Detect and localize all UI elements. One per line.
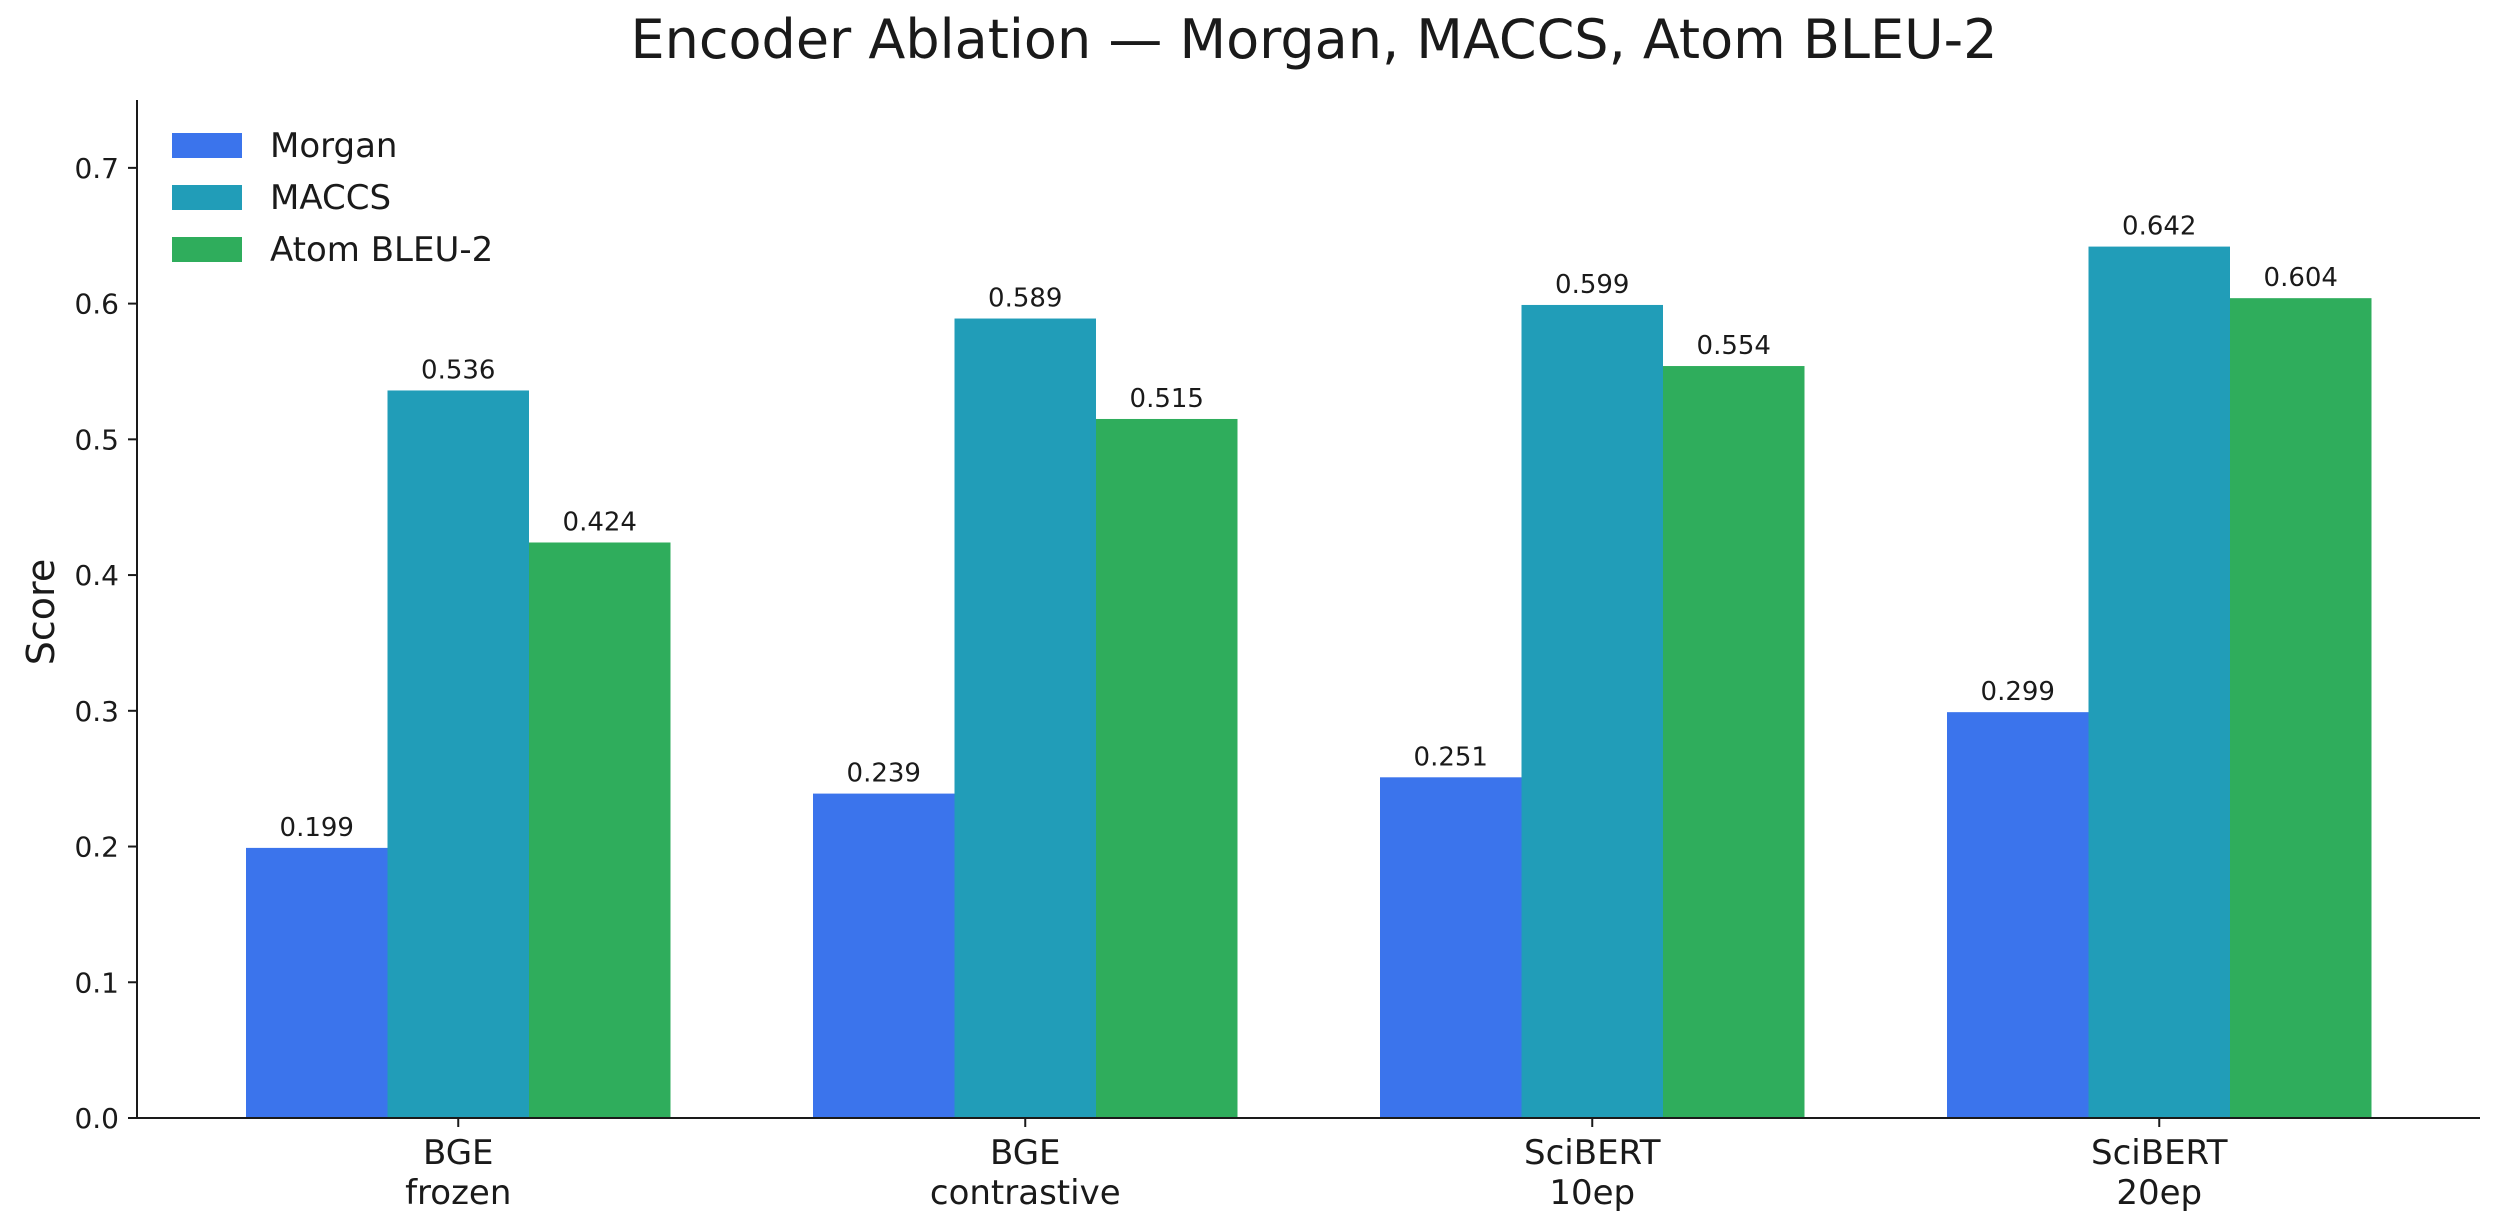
x-tick-label: BGE contrastive — [930, 1133, 1121, 1213]
y-tick-label: 0.7 — [74, 152, 119, 185]
legend-swatch — [172, 185, 242, 210]
legend-label: MACCS — [270, 178, 391, 218]
y-tick-label: 0.1 — [74, 966, 119, 999]
y-tick-label: 0.2 — [74, 831, 119, 864]
data-label: 0.239 — [847, 759, 921, 789]
data-label: 0.589 — [988, 284, 1062, 314]
legend: Morgan MACCS Atom BLEU-2 — [172, 126, 493, 270]
bar-maccs-3 — [2088, 246, 2230, 1119]
bar-atom-bleu-2-0 — [529, 542, 671, 1118]
bar-morgan-3 — [1947, 712, 2089, 1118]
y-tick-label: 0.6 — [74, 288, 119, 321]
y-tick-label: 0.3 — [74, 695, 119, 728]
data-label: 0.251 — [1414, 742, 1488, 772]
data-label: 0.599 — [1555, 270, 1629, 300]
bar-maccs-1 — [954, 318, 1096, 1119]
data-label: 0.199 — [280, 813, 354, 843]
y-tick-label: 0.0 — [74, 1102, 119, 1135]
x-tick-label: SciBERT 10ep — [1524, 1133, 1661, 1213]
data-label: 0.536 — [421, 355, 495, 385]
legend-swatch — [172, 133, 242, 158]
data-label: 0.424 — [563, 507, 637, 537]
bar-maccs-2 — [1521, 304, 1663, 1118]
bar-morgan-1 — [813, 793, 955, 1118]
legend-label: Atom BLEU-2 — [270, 230, 493, 270]
bar-atom-bleu-2-3 — [2230, 298, 2372, 1118]
data-label: 0.642 — [2122, 212, 2196, 242]
data-label: 0.554 — [1697, 331, 1771, 361]
y-tick-label: 0.5 — [74, 423, 119, 456]
y-tick-label: 0.4 — [74, 559, 119, 592]
chart-title: Encoder Ablation — Morgan, MACCS, Atom B… — [630, 8, 1997, 71]
bar-atom-bleu-2-2 — [1663, 366, 1805, 1118]
bar-morgan-2 — [1380, 777, 1522, 1118]
legend-label: Morgan — [270, 126, 397, 166]
y-axis-label: Score — [19, 559, 63, 665]
plot-area: 0.199 0.239 0.251 0.299 0.536 0.589 0.599 0.642… — [74, 100, 2480, 1213]
x-tick-label: SciBERT 20ep — [2091, 1133, 2228, 1213]
data-label: 0.515 — [1130, 384, 1204, 414]
data-label: 0.604 — [2264, 263, 2338, 293]
data-label: 0.299 — [1981, 677, 2055, 707]
bar-atom-bleu-2-1 — [1096, 418, 1238, 1118]
legend-swatch — [172, 237, 242, 262]
x-tick-label: BGE frozen — [405, 1133, 511, 1213]
bar-morgan-0 — [246, 847, 388, 1118]
bar-maccs-0 — [387, 390, 529, 1118]
